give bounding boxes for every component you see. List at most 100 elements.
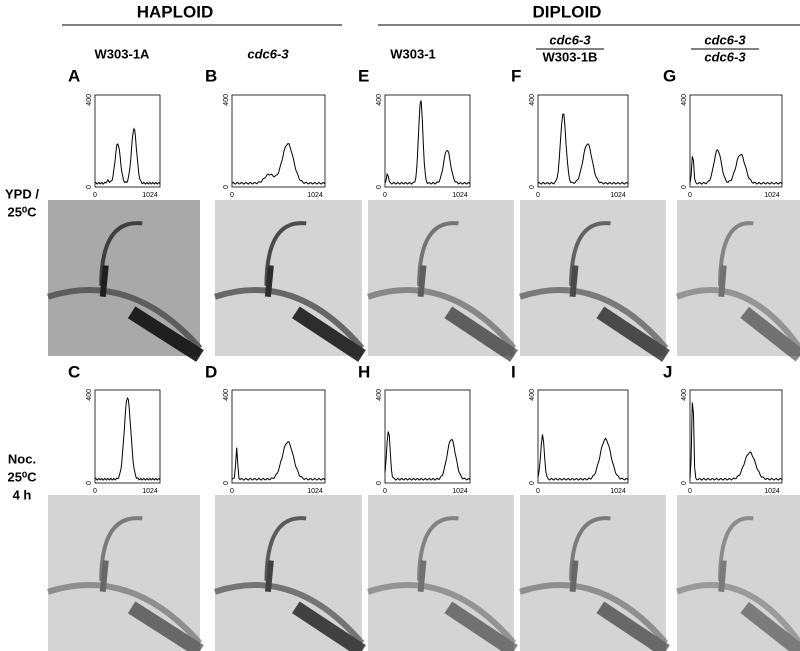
x-tick-label: 1024 xyxy=(610,488,626,495)
y-tick-label: 0 xyxy=(529,481,536,485)
gel-background xyxy=(368,495,514,651)
gel-arc xyxy=(675,287,800,350)
gel-bands xyxy=(519,516,670,651)
y-tick-label: 0 xyxy=(86,185,93,189)
y-tick-label: 0 xyxy=(376,481,383,485)
gel-bands xyxy=(367,516,518,651)
x-tick-label: 0 xyxy=(536,192,540,199)
column-denominator: cdc6-3 xyxy=(704,49,746,64)
gel-spot xyxy=(291,601,366,651)
panel-letter: E xyxy=(358,66,369,85)
x-tick-label: 1024 xyxy=(610,192,626,199)
gel-background xyxy=(48,200,200,356)
y-tick-label: 400 xyxy=(376,389,383,401)
gel-y-arc xyxy=(99,560,109,593)
gel-background xyxy=(368,200,514,356)
panel-letter: F xyxy=(511,66,521,85)
histogram-curve xyxy=(689,149,783,185)
histogram-curve xyxy=(94,127,161,185)
histogram-curve xyxy=(231,143,326,185)
gel-bands xyxy=(675,221,800,362)
histogram-frame xyxy=(94,94,161,188)
x-tick-label: 0 xyxy=(383,192,387,199)
gel-y-arc xyxy=(99,265,109,298)
row-label: YPD / xyxy=(5,186,39,201)
y-tick-label: 0 xyxy=(223,481,230,485)
gel-spot xyxy=(127,601,204,651)
gel-arc xyxy=(519,582,669,646)
gel-spot xyxy=(291,306,366,362)
y-tick-label: 0 xyxy=(529,185,536,189)
x-tick-label: 1024 xyxy=(307,488,323,495)
column-numerator: cdc6-3 xyxy=(704,32,746,47)
gel-spot xyxy=(740,601,800,651)
histogram-frame xyxy=(689,389,783,484)
row-label: 4 h xyxy=(13,487,32,502)
x-tick-label: 1024 xyxy=(142,488,158,495)
x-tick-label: 1024 xyxy=(307,192,323,199)
panel-letter: C xyxy=(68,362,80,381)
gel-bubble-arc xyxy=(99,516,143,581)
histogram-frame xyxy=(537,94,629,188)
gel-arc xyxy=(519,287,669,351)
gel-background xyxy=(520,200,666,356)
gel-background xyxy=(215,200,362,356)
y-tick-label: 0 xyxy=(223,185,230,189)
gel-y-arc xyxy=(718,560,727,592)
gel-bubble-arc xyxy=(417,516,459,581)
gel-bands xyxy=(519,221,670,362)
histogram-frame xyxy=(94,389,161,484)
histogram-frame xyxy=(384,389,471,484)
x-tick-label: 0 xyxy=(688,192,692,199)
gel-background xyxy=(48,495,200,651)
gel-spot xyxy=(596,601,670,651)
gel-spot xyxy=(444,601,518,651)
x-tick-label: 1024 xyxy=(764,488,780,495)
gel-arc xyxy=(47,582,203,646)
gel-bubble-arc xyxy=(569,516,611,581)
gel-spot xyxy=(740,306,800,362)
x-tick-label: 0 xyxy=(383,488,387,495)
histogram-frame xyxy=(384,94,471,188)
x-tick-label: 0 xyxy=(688,488,692,495)
histogram-curve xyxy=(384,100,471,185)
gel-bubble-arc xyxy=(264,221,307,286)
gel-arc xyxy=(367,287,517,351)
y-tick-label: 0 xyxy=(376,185,383,189)
gel-spot xyxy=(127,306,204,362)
histogram-frame xyxy=(689,94,783,188)
gel-bands xyxy=(367,221,518,362)
column-numerator: cdc6-3 xyxy=(549,32,591,47)
gel-bubble-arc xyxy=(264,516,307,581)
panel-letter: I xyxy=(511,362,516,381)
gel-y-arc xyxy=(417,560,427,592)
histogram-curve xyxy=(537,113,629,185)
gel-arc xyxy=(47,287,203,351)
y-tick-label: 400 xyxy=(529,389,536,401)
gel-y-arc xyxy=(718,265,727,297)
row-label: Noc. xyxy=(8,451,36,466)
histogram-curve xyxy=(94,396,161,481)
gel-arc xyxy=(214,287,365,351)
histogram-curve xyxy=(384,431,471,481)
panel-letter: B xyxy=(205,66,217,85)
gel-spot xyxy=(444,306,518,362)
gel-y-arc xyxy=(417,265,427,297)
row-label: 25⁰C xyxy=(7,204,37,219)
group-title: HAPLOID xyxy=(137,2,214,21)
panel-letter: A xyxy=(68,66,80,85)
y-tick-label: 0 xyxy=(681,185,688,189)
x-tick-label: 0 xyxy=(536,488,540,495)
panel-letter: J xyxy=(663,362,672,381)
group-title: DIPLOID xyxy=(533,2,602,21)
gel-bubble-arc xyxy=(417,221,459,286)
gel-bubble-arc xyxy=(569,221,611,286)
y-tick-label: 400 xyxy=(376,94,383,106)
x-tick-label: 1024 xyxy=(142,192,158,199)
gel-background xyxy=(677,495,800,651)
histogram-frame xyxy=(231,389,326,484)
column-label: W303-1A xyxy=(95,46,151,61)
histogram-curve xyxy=(689,402,783,481)
panel-letter: H xyxy=(358,362,370,381)
